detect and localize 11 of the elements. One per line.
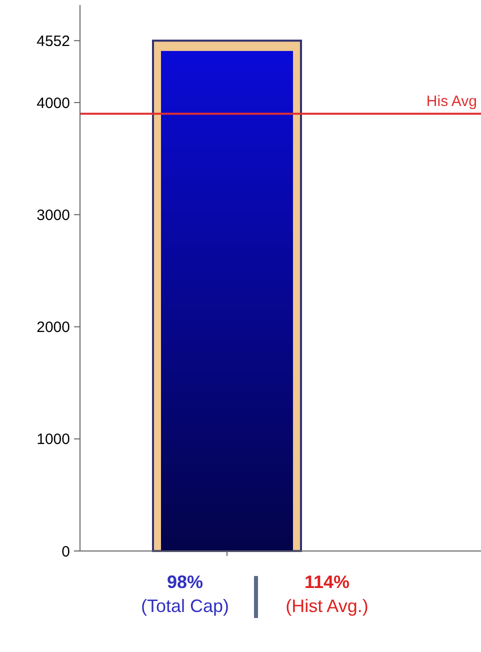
y-tick-label: 4000 xyxy=(36,94,70,112)
ref-line-label: His Avg xyxy=(426,92,477,110)
y-tick-label: 4552 xyxy=(36,32,70,50)
text: (Hist Avg.) xyxy=(286,596,368,616)
text: (Total Cap) xyxy=(140,596,230,616)
y-tick-label: 0 xyxy=(62,543,70,560)
y-tick-label: 1000 xyxy=(36,431,70,448)
y-tick-label: 2000 xyxy=(36,319,70,336)
y-tick-label: 3000 xyxy=(36,206,70,224)
text: 98% xyxy=(166,572,204,592)
text: 114% xyxy=(304,572,350,592)
